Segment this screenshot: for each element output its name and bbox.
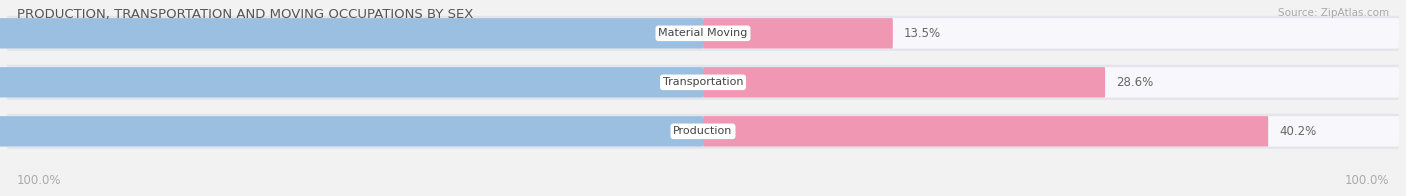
Text: Production: Production	[673, 126, 733, 136]
Text: Transportation: Transportation	[662, 77, 744, 87]
FancyBboxPatch shape	[0, 18, 703, 49]
Text: 13.5%: 13.5%	[904, 27, 941, 40]
Text: 40.2%: 40.2%	[1279, 125, 1316, 138]
Text: PRODUCTION, TRANSPORTATION AND MOVING OCCUPATIONS BY SEX: PRODUCTION, TRANSPORTATION AND MOVING OC…	[17, 8, 474, 21]
Text: 28.6%: 28.6%	[1116, 76, 1153, 89]
FancyBboxPatch shape	[7, 114, 1399, 149]
FancyBboxPatch shape	[703, 116, 1268, 147]
FancyBboxPatch shape	[703, 18, 893, 49]
Text: Source: ZipAtlas.com: Source: ZipAtlas.com	[1278, 8, 1389, 18]
FancyBboxPatch shape	[7, 116, 1399, 147]
FancyBboxPatch shape	[0, 67, 703, 98]
FancyBboxPatch shape	[0, 116, 703, 147]
Text: 100.0%: 100.0%	[17, 174, 62, 187]
Text: Material Moving: Material Moving	[658, 28, 748, 38]
FancyBboxPatch shape	[7, 67, 1399, 98]
Text: 100.0%: 100.0%	[1344, 174, 1389, 187]
FancyBboxPatch shape	[7, 18, 1399, 49]
FancyBboxPatch shape	[7, 16, 1399, 51]
Legend: Male, Female: Male, Female	[645, 191, 761, 196]
FancyBboxPatch shape	[7, 65, 1399, 100]
FancyBboxPatch shape	[703, 67, 1105, 98]
